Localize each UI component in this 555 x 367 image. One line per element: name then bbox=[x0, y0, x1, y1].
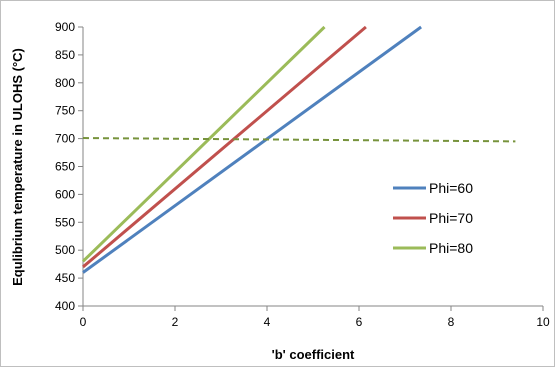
y-tick-label: 400 bbox=[55, 299, 75, 313]
series-group bbox=[81, 25, 516, 274]
legend-label-phi-70: Phi=70 bbox=[429, 210, 473, 226]
series-line-phi-60 bbox=[82, 25, 422, 274]
series-line-phi-80 bbox=[81, 25, 326, 263]
y-tick-label: 750 bbox=[55, 104, 75, 118]
x-tick-label: 4 bbox=[264, 315, 271, 329]
y-tick-label: 600 bbox=[55, 187, 75, 201]
y-axis-title: Equlibrium temperature in ULOHS (°C) bbox=[10, 48, 25, 286]
x-axis-title: 'b' coefficient bbox=[272, 347, 355, 362]
y-tick-label: 550 bbox=[55, 215, 75, 229]
x-tick-label: 0 bbox=[80, 315, 87, 329]
y-tick-label: 800 bbox=[55, 76, 75, 90]
tick-labels: 0 2 4 6 8 10 400 450 500 550 600 650 700 750 800 850 900 bbox=[55, 20, 550, 329]
x-tick-label: 2 bbox=[172, 315, 179, 329]
legend-label-phi-60: Phi=60 bbox=[429, 180, 473, 196]
series-line-phi-70 bbox=[82, 25, 367, 269]
y-tick-label: 850 bbox=[55, 48, 75, 62]
y-tick-label: 500 bbox=[55, 243, 75, 257]
series-line-dashed bbox=[82, 137, 516, 143]
y-tick-label: 900 bbox=[55, 20, 75, 34]
y-tick-label: 650 bbox=[55, 160, 75, 174]
legend: Phi=60 Phi=70 Phi=80 bbox=[393, 180, 473, 256]
axes bbox=[78, 26, 544, 311]
x-tick-label: 8 bbox=[448, 315, 455, 329]
x-tick-label: 10 bbox=[536, 315, 550, 329]
x-tick-label: 6 bbox=[356, 315, 363, 329]
legend-label-phi-80: Phi=80 bbox=[429, 240, 473, 256]
y-tick-label: 700 bbox=[55, 132, 75, 146]
y-tick-label: 450 bbox=[55, 271, 75, 285]
